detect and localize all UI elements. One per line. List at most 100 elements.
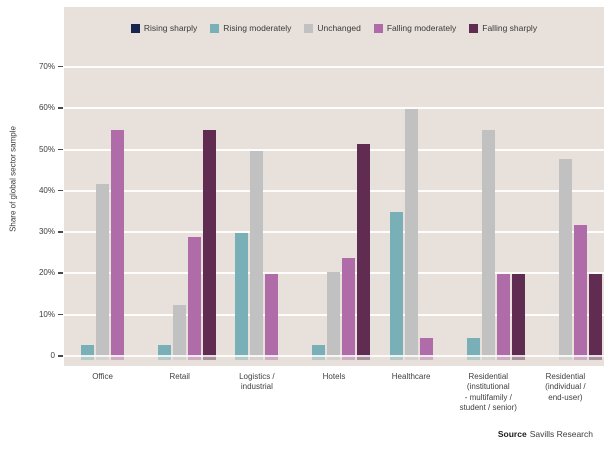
bar-base-stub [327,357,341,360]
bar-slot [481,129,495,360]
legend-label: Unchanged [317,23,361,33]
bar-slot [173,305,187,360]
source-text: Savills Research [529,429,593,439]
x-axis-label-retail: Retail [169,372,190,381]
bar-falling-sharply [203,129,217,357]
bar-slot [111,129,125,360]
legend-swatch-icon [210,23,220,33]
legend-label: Rising sharply [143,23,198,33]
legend-swatch-icon [304,23,314,33]
bar-falling-moderately [265,274,279,357]
y-tick-mark [58,107,63,109]
bar-slot [158,344,172,360]
legend-item-rising-moderately: Rising moderately [210,23,291,33]
y-tick-mark [58,231,63,233]
bar-slot [203,129,217,360]
bar-slot [357,144,371,360]
x-axis-baseline [64,355,604,357]
bar-slot [342,257,356,360]
bar-base-stub [558,357,572,360]
plot-panel: Rising sharply Rising moderately Unchanged… [64,7,604,366]
bar-slot [81,344,95,360]
source-note: Source Savills Research [498,429,593,439]
bar-base-stub [81,357,95,360]
bar-falling-moderately [573,224,587,357]
bar-falling-sharply [357,144,371,357]
bar-base-stub [250,357,264,360]
x-axis-labels: Office Retail Logistics / industrial Hotels… [64,372,604,414]
bar-base-stub [419,357,433,360]
legend-swatch-icon [469,23,479,33]
bar-group-retail [141,109,218,360]
bar-base-stub [573,357,587,360]
bar-base-stub [511,357,525,360]
y-tick-label: 0 [50,351,55,360]
bar-base-stub [496,357,510,360]
bar-group-residential-individual-end-use [527,109,604,360]
bar-slot [327,272,341,360]
bar-rising-moderately [158,344,172,357]
legend-label: Falling sharply [482,23,538,33]
y-tick-mark [58,355,63,357]
bar-base-stub [188,357,202,360]
y-tick-label: 40% [38,185,55,195]
bar-unchanged [96,183,110,357]
bar-slot [573,224,587,360]
y-axis-title: Share of global sector sample [8,126,18,232]
bar-slot [419,338,433,360]
y-tick-label: 60% [38,103,55,113]
bar-rising-moderately [81,344,95,357]
legend-item-rising-sharply: Rising sharply [130,23,198,33]
x-axis-label-hotels: Hotels [322,372,346,381]
bar-group-logistics-industrial [218,109,295,360]
bar-falling-sharply [511,274,525,357]
legend-item-falling-moderately: Falling moderately [373,23,457,33]
bar-slot [389,212,403,360]
bar-unchanged [327,272,341,357]
legend-swatch-icon [373,23,383,33]
bar-base-stub [357,357,371,360]
x-axis-label-logistics-industrial: Logistics / industrial [239,372,275,392]
x-axis-label-office: Office [92,372,113,381]
y-tick-mark [58,65,63,68]
bar-base-stub [173,357,187,360]
bar-rising-moderately [235,233,249,357]
gridline [64,189,604,192]
bar-slot [250,150,264,360]
x-axis-label-residential-individual-end-use: Residential (individual / end-user) [545,372,586,402]
gridline [64,65,604,68]
bar-base-stub [404,357,418,360]
y-tick-mark [58,313,63,316]
y-tick-label: 10% [38,309,55,319]
legend: Rising sharply Rising moderately Unchanged… [64,23,604,33]
gridline [64,231,604,234]
bar-slot [265,274,279,360]
bar-group-residential-institutional-mult [450,109,527,360]
y-tick-label: 70% [38,61,55,71]
legend-item-falling-sharply: Falling sharply [469,23,537,33]
y-tick-mark [58,148,63,150]
legend-item-unchanged: Unchanged [304,23,361,33]
bar-rising-moderately [389,212,403,357]
bar-slot [588,274,602,360]
bar-base-stub [466,357,480,360]
bar-base-stub [312,357,326,360]
bar-slot [96,183,110,360]
bar-rising-moderately [312,344,326,357]
x-axis-label-residential-institutional-mult: Residential (institutional - multifamily… [459,372,517,413]
bar-falling-moderately [111,129,125,357]
legend-label: Falling moderately [386,23,457,33]
bar-falling-moderately [496,274,510,357]
bar-unchanged [250,150,264,357]
bar-slot [404,109,418,360]
bar-slot [312,344,326,360]
y-tick-mark [58,272,63,274]
y-tick-mark [58,189,63,192]
bar-slot [511,274,525,360]
y-tick-label: 50% [38,144,55,154]
bar-falling-sharply [588,274,602,357]
y-tick-label: 20% [38,268,55,278]
gridline [64,107,604,110]
bar-base-stub [265,357,279,360]
